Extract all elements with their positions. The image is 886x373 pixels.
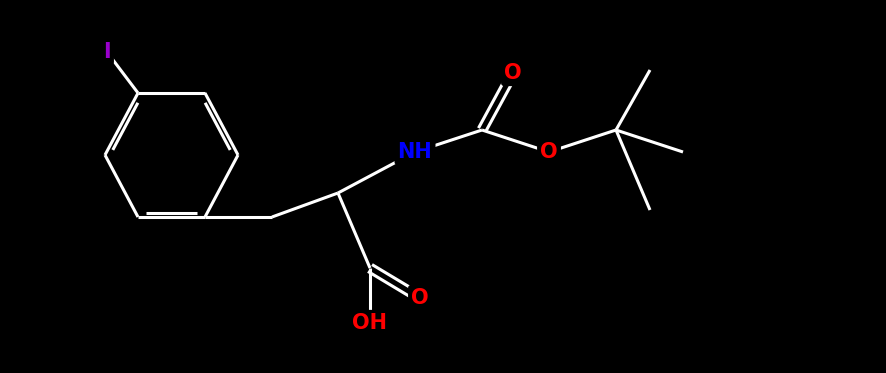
Text: O: O [540, 142, 558, 162]
Text: OH: OH [353, 313, 387, 333]
Text: NH: NH [398, 142, 432, 162]
Text: O: O [411, 288, 429, 308]
Text: I: I [103, 42, 111, 62]
Text: O: O [504, 63, 522, 83]
